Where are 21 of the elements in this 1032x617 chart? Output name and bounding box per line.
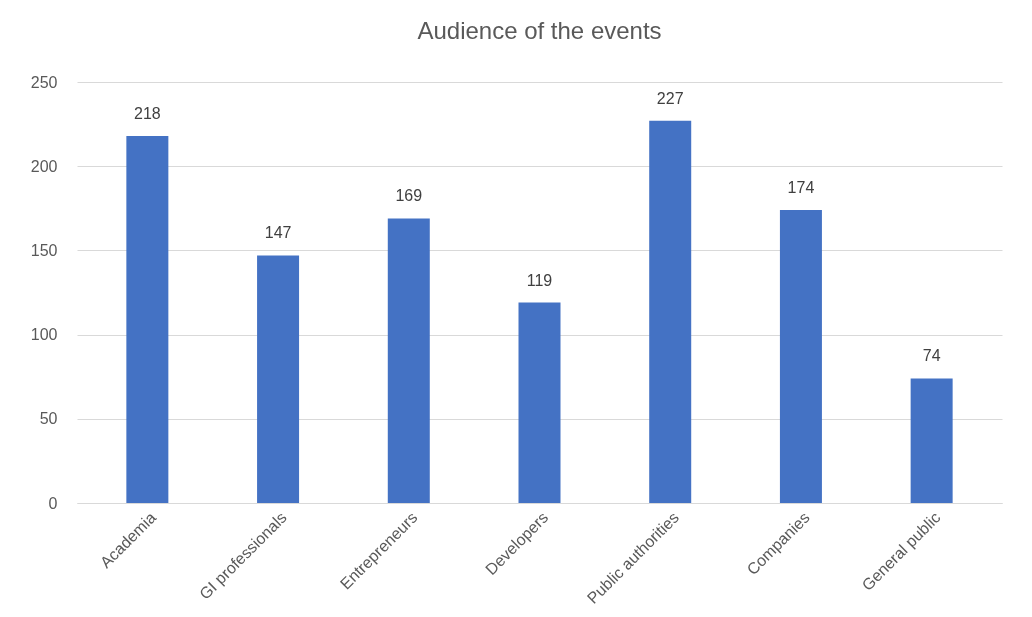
bar	[779, 209, 822, 503]
bar	[649, 120, 692, 503]
data-label: 169	[395, 187, 423, 205]
y-tick-label: 0	[48, 494, 58, 512]
data-label: 119	[526, 271, 553, 289]
y-tick-label: 250	[30, 73, 58, 91]
bar	[387, 218, 430, 503]
bar	[126, 135, 169, 503]
y-tick-label: 100	[30, 326, 58, 344]
chart-title: Audience of the events	[417, 17, 662, 44]
y-tick-label: 50	[39, 410, 58, 428]
bar	[910, 378, 953, 503]
bar	[518, 302, 561, 503]
data-label: 74	[922, 347, 941, 365]
data-label: 147	[264, 224, 292, 242]
y-tick-label: 150	[30, 241, 58, 259]
data-label: 218	[134, 104, 161, 122]
data-label: 174	[787, 178, 815, 196]
y-tick-label: 200	[30, 157, 58, 175]
data-label: 227	[656, 89, 684, 107]
bar	[257, 255, 300, 503]
